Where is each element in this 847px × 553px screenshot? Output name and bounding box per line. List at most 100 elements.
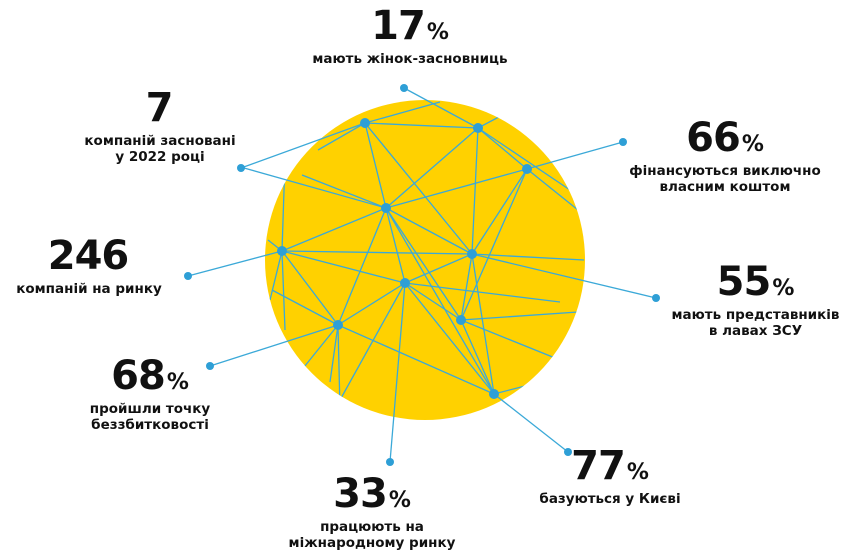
network-line <box>269 250 283 301</box>
network-line <box>281 250 286 331</box>
network-node <box>333 320 343 330</box>
network-node <box>400 84 408 92</box>
network-node <box>564 448 572 456</box>
network-line <box>471 253 657 299</box>
network-node <box>184 272 192 280</box>
network-line <box>364 122 473 255</box>
network-node <box>400 278 410 288</box>
network-line <box>460 311 579 321</box>
network-line <box>243 167 387 209</box>
network-line <box>460 253 473 321</box>
stat-value: 66 <box>686 115 741 161</box>
stat-label-line: компаній на ринку <box>16 281 162 297</box>
network-line <box>493 393 569 453</box>
yellow-circle <box>265 100 585 420</box>
stat-unit: % <box>626 460 649 485</box>
stat-unit: % <box>388 488 411 513</box>
network-line <box>337 207 387 326</box>
callout-lines <box>187 87 657 463</box>
network-line <box>471 127 479 255</box>
network-node <box>206 362 214 370</box>
network-line <box>460 168 528 321</box>
network-line <box>281 250 473 255</box>
network-line <box>403 87 479 129</box>
network-node <box>489 389 499 399</box>
stat-women-founders: 17% мають жінок-засновниць <box>290 6 530 68</box>
stat-kyiv-based: 77% базуються у Києві <box>520 446 700 508</box>
network-line <box>460 319 495 395</box>
stat-value: 55 <box>716 259 772 305</box>
stat-label-line: базуються у Києві <box>539 491 681 507</box>
network-node <box>360 118 370 128</box>
stat-unit: % <box>166 370 189 395</box>
stat-value: 68 <box>111 353 166 399</box>
network-nodes <box>184 84 660 466</box>
network-line <box>477 127 571 191</box>
network-line <box>404 282 561 303</box>
network-line <box>329 324 339 383</box>
stat-break-even: 68% пройшли точку беззбитковості <box>60 356 240 433</box>
network-line <box>385 168 528 209</box>
network-line <box>385 207 495 395</box>
network-line <box>385 207 462 321</box>
network-line <box>477 127 528 170</box>
stat-companies-on-market: 246 компаній на ринку <box>4 236 174 298</box>
stat-value: 33 <box>333 471 388 517</box>
stat-label-line: в лавах ЗСУ <box>708 322 803 339</box>
network-line <box>187 250 283 277</box>
network-line <box>299 324 339 373</box>
network-line <box>385 207 406 284</box>
stat-label-line: працюють на <box>320 519 424 535</box>
network-node <box>619 138 627 146</box>
network-node <box>237 164 245 172</box>
stat-label-line: мають представників <box>671 307 840 323</box>
network-line <box>526 168 579 211</box>
network-node <box>456 315 466 325</box>
network-line <box>337 324 495 395</box>
network-line <box>471 168 528 255</box>
network-line <box>240 122 366 169</box>
stat-value: 17 <box>371 3 426 49</box>
network-node <box>386 458 394 466</box>
network-line <box>364 122 387 209</box>
network-line <box>471 253 495 395</box>
stat-label-line: власним коштом <box>659 178 791 195</box>
stat-value: 7 <box>145 85 174 131</box>
network-node <box>381 203 391 213</box>
stat-label-line: пройшли точку <box>89 401 211 417</box>
stat-label-line: мають жінок-засновниць <box>312 51 508 67</box>
stat-label-line: міжнародному ринку <box>288 534 456 551</box>
network-line <box>389 282 406 463</box>
network-line <box>301 174 387 209</box>
network-node <box>652 294 660 302</box>
network-line <box>281 207 387 252</box>
network-line <box>471 253 585 261</box>
network-line <box>281 250 339 326</box>
stat-unit: % <box>741 132 764 157</box>
network-line <box>339 282 406 401</box>
network-line <box>404 282 462 321</box>
stat-value: 77 <box>571 443 626 489</box>
stat-self-funded: 66% фінансуються виключно власним коштом <box>610 118 840 195</box>
network-node <box>467 249 477 259</box>
stat-label-line: фінансуються виключно <box>629 163 821 179</box>
network-line <box>460 319 561 361</box>
network-node <box>473 123 483 133</box>
network-line <box>317 122 366 151</box>
stat-zsu-representatives: 55% мають представників в лавах ЗСУ <box>668 262 843 339</box>
network-line <box>337 282 406 326</box>
network-line <box>404 253 473 284</box>
network-line <box>385 127 479 209</box>
stat-unit: % <box>772 276 795 301</box>
stat-founded-2022: 7 компаній засновані у 2022 році <box>60 88 260 165</box>
stat-label-line: беззбитковості <box>91 416 209 433</box>
network-line <box>364 101 441 124</box>
network-node <box>522 164 532 174</box>
network-lines <box>267 101 585 411</box>
stat-unit: % <box>426 20 449 45</box>
stat-value: 246 <box>47 233 129 279</box>
network-line <box>404 282 495 395</box>
stat-label-line: у 2022 році <box>115 148 205 165</box>
network-node <box>277 246 287 256</box>
network-line <box>364 122 479 129</box>
